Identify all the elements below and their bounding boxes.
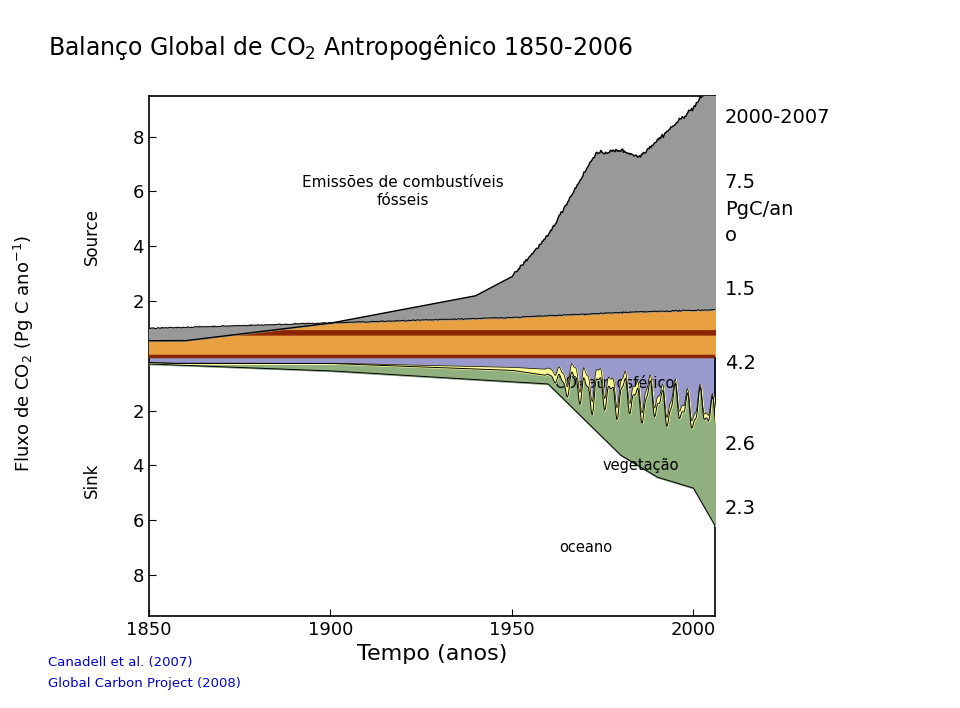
Text: CO₂ atmosférico: CO₂ atmosférico: [556, 376, 675, 391]
Text: Source: Source: [84, 207, 101, 265]
Text: desmatamento: desmatamento: [585, 291, 701, 306]
Text: 2.6: 2.6: [725, 435, 756, 455]
Text: Fluxo de CO$_2$ (Pg C ano$^{-1}$): Fluxo de CO$_2$ (Pg C ano$^{-1}$): [12, 236, 36, 472]
Text: Balanço Global de CO$_2$ Antropogênico 1850-2006: Balanço Global de CO$_2$ Antropogênico 1…: [48, 32, 633, 62]
Text: vegetação: vegetação: [603, 458, 679, 473]
Text: Canadell et al. (2007): Canadell et al. (2007): [48, 656, 193, 669]
Text: 4.2: 4.2: [725, 354, 756, 373]
Text: 2.3: 2.3: [725, 499, 756, 518]
Text: 2000-2007: 2000-2007: [725, 108, 830, 127]
Text: o: o: [725, 226, 737, 245]
Text: Global Carbon Project (2008): Global Carbon Project (2008): [48, 678, 241, 690]
Text: PgC/an: PgC/an: [725, 200, 793, 219]
Text: Emissões de combustíveis
fósseis: Emissões de combustíveis fósseis: [302, 176, 504, 207]
Text: Sink: Sink: [84, 463, 101, 498]
X-axis label: Tempo (anos): Tempo (anos): [357, 644, 507, 664]
Text: oceano: oceano: [559, 540, 612, 555]
Text: 7.5: 7.5: [725, 173, 756, 193]
Text: 1.5: 1.5: [725, 280, 756, 299]
